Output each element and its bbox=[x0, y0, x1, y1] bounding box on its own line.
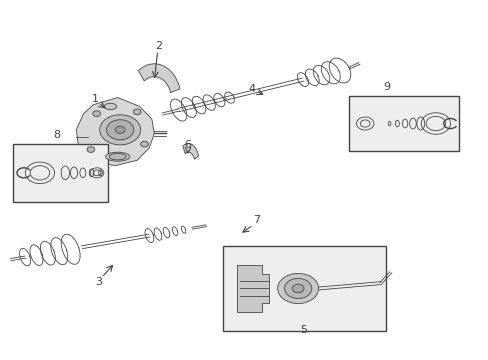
Circle shape bbox=[87, 147, 95, 152]
Circle shape bbox=[292, 284, 304, 293]
Text: 3: 3 bbox=[95, 277, 102, 287]
Ellipse shape bbox=[105, 152, 130, 161]
Polygon shape bbox=[138, 64, 180, 93]
Circle shape bbox=[93, 111, 101, 117]
Bar bbox=[13, 144, 108, 202]
Text: 8: 8 bbox=[53, 130, 60, 140]
Circle shape bbox=[133, 109, 141, 115]
Text: 5: 5 bbox=[300, 325, 307, 334]
Text: 6: 6 bbox=[184, 140, 191, 150]
Circle shape bbox=[115, 126, 125, 134]
Circle shape bbox=[106, 120, 134, 140]
Bar bbox=[348, 96, 458, 151]
Circle shape bbox=[284, 278, 311, 298]
Bar bbox=[222, 246, 385, 330]
Text: 1: 1 bbox=[92, 94, 99, 104]
Text: 9: 9 bbox=[383, 82, 389, 93]
Polygon shape bbox=[237, 265, 268, 312]
Circle shape bbox=[141, 141, 148, 147]
Polygon shape bbox=[76, 98, 154, 166]
Ellipse shape bbox=[109, 153, 126, 160]
Text: 2: 2 bbox=[155, 41, 163, 50]
Text: 7: 7 bbox=[253, 215, 260, 225]
Text: 4: 4 bbox=[248, 84, 255, 94]
Polygon shape bbox=[183, 143, 198, 159]
Circle shape bbox=[277, 273, 318, 303]
Circle shape bbox=[100, 115, 141, 145]
Ellipse shape bbox=[104, 103, 116, 110]
